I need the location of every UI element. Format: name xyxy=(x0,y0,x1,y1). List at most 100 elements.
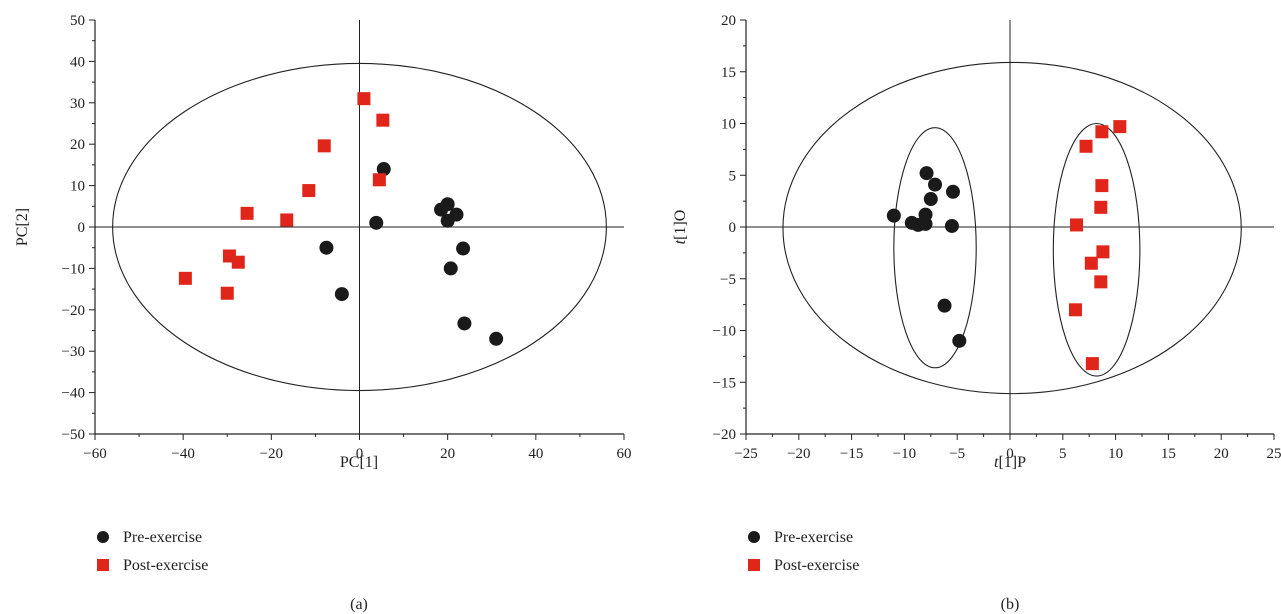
panel-a-point-post-exercise xyxy=(280,213,294,227)
panel-b-legend-pre-marker xyxy=(748,531,760,543)
panel-a-y-tick-label: 50 xyxy=(70,13,85,29)
panel-a-point-post-exercise xyxy=(357,92,371,106)
panel-b-point-post-exercise xyxy=(1113,120,1127,134)
panel-b-point-pre-exercise xyxy=(937,298,952,313)
panel-b-ylabel-rest: [1]O xyxy=(672,210,689,240)
panel-a-y-tick-label: −40 xyxy=(62,386,85,402)
panel-a-y-tick-label: 0 xyxy=(78,220,86,236)
panel-b-ylabel-italic: t xyxy=(672,239,689,244)
panel-b-y-tick-label: −5 xyxy=(720,272,736,288)
panel-a-y-tick-label: 10 xyxy=(70,179,85,195)
panel-b-x-tick-label: −10 xyxy=(893,446,916,462)
panel-b-x-tick-label: −15 xyxy=(840,446,863,462)
panel-a-point-pre-exercise xyxy=(369,215,384,230)
panel-b-y-tick-label: −10 xyxy=(713,324,736,340)
panel-b-point-post-exercise xyxy=(1068,303,1082,317)
panel-a-point-post-exercise xyxy=(317,139,331,153)
panel-b: t[1]P t[1]O Pre-exercise Post-exercise (… xyxy=(672,210,1026,613)
panel-a-point-post-exercise xyxy=(302,184,316,198)
panel-a-x-tick-label: −20 xyxy=(260,446,283,462)
panel-a-caption: (a) xyxy=(350,596,368,613)
panel-a-point-post-exercise xyxy=(376,113,390,127)
panel-a-point-pre-exercise xyxy=(456,241,471,256)
panel-a-x-tick-label: 20 xyxy=(440,446,455,462)
panel-b-y-tick-label: 20 xyxy=(721,13,736,29)
panel-a-point-pre-exercise xyxy=(443,261,458,276)
panel-a-point-pre-exercise xyxy=(489,331,504,346)
panel-a-confidence-ellipse xyxy=(112,62,607,392)
panel-a-x-tick-label: −40 xyxy=(171,446,194,462)
panel-b-point-pre-exercise xyxy=(923,192,938,207)
panel-b-confidence-ellipse xyxy=(1052,122,1141,377)
panel-b-x-tick-label: 25 xyxy=(1267,446,1281,462)
panel-b-y-tick-label: 0 xyxy=(729,220,737,236)
panel-b-y-tick-label: −15 xyxy=(713,375,736,391)
panel-a-point-pre-exercise xyxy=(334,287,349,302)
panel-b-point-post-exercise xyxy=(1085,357,1099,371)
panel-a-plot: −60 −40 −20 0 20 40 60 −50 −40 −30 −20 −10 0 10 20 30 40… xyxy=(62,13,632,462)
panel-b-x-tick-label: 20 xyxy=(1214,446,1229,462)
panel-b-x-tick-label: −25 xyxy=(734,446,757,462)
panel-b-legend-post-marker xyxy=(748,559,760,571)
panel-b-point-post-exercise xyxy=(1084,256,1098,270)
panel-a-y-tick-label: −20 xyxy=(62,303,85,319)
panel-b-x-tick-label: 5 xyxy=(1059,446,1067,462)
panel-b-point-pre-exercise xyxy=(886,208,901,223)
panel-a-point-post-exercise xyxy=(240,206,254,220)
panel-b-y-tick-label: −20 xyxy=(713,427,736,443)
panel-b-x-tick-label: −20 xyxy=(787,446,810,462)
panel-a-point-pre-exercise xyxy=(319,240,334,255)
panel-a: PC[1] PC[2] Pre-exercise Post-exercise (… xyxy=(14,208,378,613)
panel-b-point-post-exercise xyxy=(1070,218,1084,232)
panel-b-point-post-exercise xyxy=(1096,245,1110,259)
panel-b-plot: −25 −20 −15 −10 −5 0 5 10 15 20 25 −20 −15 −10 −5 0 5 10 1… xyxy=(713,13,1281,462)
panel-b-point-pre-exercise xyxy=(944,218,959,233)
panel-b-y-tick-label: 5 xyxy=(729,168,737,184)
panel-a-legend-pre-marker xyxy=(97,531,109,543)
panel-a-point-post-exercise xyxy=(231,255,245,269)
panel-b-xlabel-italic: t xyxy=(994,454,999,471)
panel-a-ylabel: PC[2] xyxy=(14,208,31,246)
panel-a-x-tick-label: −60 xyxy=(83,446,106,462)
panel-b-y-tick-label: 15 xyxy=(721,65,736,81)
panel-a-x-tick-label: 0 xyxy=(356,446,364,462)
panel-b-x-tick-label: −5 xyxy=(949,446,965,462)
panel-a-y-tick-label: −10 xyxy=(62,261,85,277)
panel-b-legend-pre-label: Pre-exercise xyxy=(774,529,853,546)
panel-a-y-tick-label: −30 xyxy=(62,344,85,360)
panel-a-point-post-exercise xyxy=(178,271,192,285)
panel-a-point-post-exercise xyxy=(372,173,386,187)
panel-b-point-post-exercise xyxy=(1094,200,1108,214)
panel-b-confidence-ellipse xyxy=(782,61,1242,395)
panel-a-y-tick-label: 30 xyxy=(70,96,85,112)
panel-b-y-tick-label: 10 xyxy=(721,117,736,133)
panel-b-xlabel: t[1]P xyxy=(994,454,1026,471)
panel-a-point-pre-exercise xyxy=(457,316,472,331)
panel-a-x-tick-label: 60 xyxy=(617,446,632,462)
panel-b-ylabel: t[1]O xyxy=(672,210,689,245)
panel-b-point-pre-exercise xyxy=(952,333,967,348)
panel-b-point-post-exercise xyxy=(1095,125,1109,139)
panel-a-legend-post-marker xyxy=(97,559,109,571)
panel-a-point-post-exercise xyxy=(220,286,234,300)
panel-b-x-tick-label: 15 xyxy=(1161,446,1176,462)
panel-a-y-tick-label: −50 xyxy=(62,427,85,443)
panel-b-confidence-ellipse xyxy=(893,127,977,369)
panel-b-point-pre-exercise xyxy=(945,184,960,199)
panel-b-point-post-exercise xyxy=(1094,275,1108,289)
panel-a-point-pre-exercise xyxy=(440,197,455,212)
panel-a-x-tick-label: 40 xyxy=(528,446,543,462)
panel-a-legend-pre-label: Pre-exercise xyxy=(123,529,202,546)
panel-a-y-tick-label: 40 xyxy=(70,54,85,70)
panel-a-xlabel: PC[1] xyxy=(340,454,378,471)
panel-a-point-pre-exercise xyxy=(376,162,391,177)
panel-b-legend-post-label: Post-exercise xyxy=(774,557,859,574)
panel-b-point-pre-exercise xyxy=(919,166,934,181)
panel-b-point-post-exercise xyxy=(1095,179,1109,193)
panel-b-point-post-exercise xyxy=(1079,139,1093,153)
panel-b-xlabel-rest: [1]P xyxy=(998,454,1026,471)
panel-b-x-tick-label: 10 xyxy=(1108,446,1123,462)
panel-b-x-tick-label: 0 xyxy=(1006,446,1014,462)
panel-b-caption: (b) xyxy=(1001,596,1020,613)
